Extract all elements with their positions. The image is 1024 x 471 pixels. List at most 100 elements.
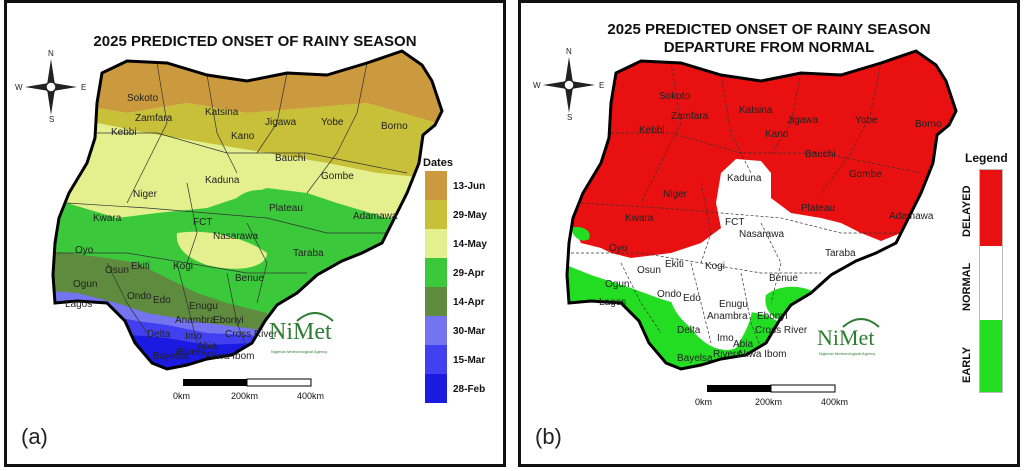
scale-label-400: 400km <box>297 391 325 401</box>
state-label: Abia <box>197 341 218 352</box>
state-label: Abia <box>733 339 754 350</box>
scale-label-200: 200km <box>231 391 259 401</box>
state-label: Ondo <box>657 289 682 300</box>
state-label: Adamawa <box>353 211 398 222</box>
state-label: Oyo <box>75 245 94 256</box>
legend-title: Dates <box>423 157 453 169</box>
panel-b-title-line2: DEPARTURE FROM NORMAL <box>663 39 875 56</box>
state-label: Zamfara <box>135 113 173 124</box>
legend-label: 29-Apr <box>453 267 485 279</box>
state-label: Delta <box>147 329 171 340</box>
state-label: Kwara <box>625 213 654 224</box>
legend-label: 14-May <box>453 238 487 250</box>
state-label: Niger <box>663 189 687 200</box>
state-label: Imo <box>717 333 734 344</box>
state-label: Borno <box>915 119 942 130</box>
state-label: Akwa Ibom <box>737 349 787 360</box>
nimet-logo: NiMet <box>269 312 334 346</box>
legend-label: EARLY <box>961 346 973 383</box>
legend-band <box>425 287 447 316</box>
state-label: Lagos <box>599 297 627 308</box>
compass-n: N <box>566 47 572 56</box>
legend-label: DELAYED <box>961 185 973 237</box>
state-label: Lagos <box>65 299 93 310</box>
scale-label-0: 0km <box>173 391 191 401</box>
compass-icon: N S W E <box>533 47 604 122</box>
panel-b-title-line1: 2025 PREDICTED ONSET OF RAINY SEASON <box>607 21 931 38</box>
state-label: Katsina <box>205 107 239 118</box>
state-label: Imo <box>185 331 202 342</box>
state-label: Nasarawa <box>739 229 785 240</box>
compass-icon: N S W E <box>15 49 86 124</box>
panel-b: 2025 PREDICTED ONSET OF RAINY SEASON DEP… <box>518 0 1020 467</box>
state-label: Zamfara <box>671 111 709 122</box>
legend-label: NORMAL <box>961 262 973 311</box>
legend-label: 15-Mar <box>453 354 486 366</box>
nimet-logo: NiMet <box>817 318 880 351</box>
state-label: Bauchi <box>805 149 836 160</box>
state-label: Rivers <box>713 349 742 360</box>
legend-band <box>425 171 447 200</box>
state-label: Taraba <box>825 248 856 259</box>
legend-band <box>425 345 447 374</box>
state-label: Kogi <box>173 261 194 272</box>
state-label: Ogun <box>605 279 630 290</box>
state-label: Sokoto <box>127 93 159 104</box>
logo-name: NiMet <box>817 325 875 350</box>
departure-legend <box>979 169 1003 393</box>
nigeria-border <box>51 49 444 371</box>
state-label: Ogun <box>73 279 98 290</box>
state-label: Cross River <box>225 329 278 340</box>
legend-band <box>425 200 447 229</box>
state-label: Kaduna <box>727 173 762 184</box>
state-label: Osun <box>637 265 661 276</box>
state-label: Kogi <box>705 261 726 272</box>
legend-band <box>425 316 447 345</box>
state-label: Gombe <box>849 169 882 180</box>
state-label: Kano <box>231 131 255 142</box>
state-label: Gombe <box>321 171 354 182</box>
state-label: Akwa Ibom <box>205 351 255 362</box>
state-label: Jigawa <box>787 115 819 126</box>
logo-subtitle: Nigerian Meteorological Agency <box>819 351 876 356</box>
state-label: Anambra <box>175 315 216 326</box>
panel-a: 2025 PREDICTED ONSET OF RAINY SEASON N S… <box>4 0 506 467</box>
state-label: Delta <box>677 325 701 336</box>
state-label: Anambra <box>707 311 748 322</box>
state-label: Kebbi <box>111 127 137 138</box>
departure-map <box>565 49 958 393</box>
compass-w: W <box>15 83 23 92</box>
state-label: Nasarawa <box>213 231 259 242</box>
legend-label: 13-Jun <box>453 180 486 192</box>
legend-band <box>425 258 447 287</box>
state-label: Bauchi <box>275 153 306 164</box>
state-label: Enugu <box>719 299 748 310</box>
legend-label: 14-Apr <box>453 296 485 308</box>
state-label: Edo <box>153 295 171 306</box>
state-label: Rivers <box>177 347 206 358</box>
scale-label-400: 400km <box>821 397 849 407</box>
state-label: Ondo <box>127 291 152 302</box>
state-label: Yobe <box>855 115 878 126</box>
compass-e: E <box>599 81 605 90</box>
state-label: Ekiti <box>665 259 684 270</box>
state-label: Yobe <box>321 117 344 128</box>
state-label: Kano <box>765 129 789 140</box>
state-label: Taraba <box>293 248 324 259</box>
state-label: Benue <box>769 273 798 284</box>
state-label: FCT <box>725 217 745 228</box>
state-label: Katsina <box>739 105 773 116</box>
legend-label: 29-May <box>453 209 487 221</box>
dates-legend <box>425 171 447 403</box>
compass-s: S <box>567 113 573 122</box>
state-label: Benue <box>235 273 264 284</box>
state-label: Borno <box>381 121 408 132</box>
panel-a-label: (a) <box>21 424 48 449</box>
state-label: Kaduna <box>205 175 240 186</box>
compass-s: S <box>49 115 55 124</box>
state-label: Ekiti <box>131 261 150 272</box>
legend-band <box>980 320 1002 392</box>
state-label: Sokoto <box>659 91 691 102</box>
scale-label-0: 0km <box>695 397 713 407</box>
legend-label: 30-Mar <box>453 325 486 337</box>
